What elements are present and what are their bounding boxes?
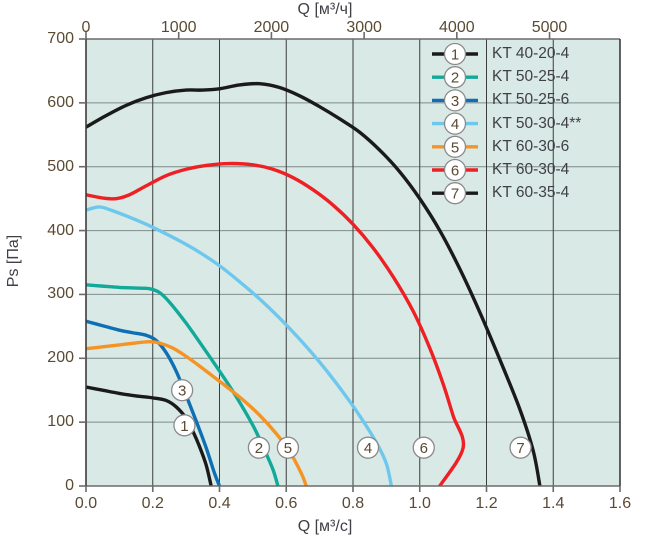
legend-label-7: KT 60-35-4 [492,184,570,202]
legend-label-5: KT 60-30-6 [492,137,570,155]
x-tick-label: 1.6 [608,495,632,512]
x-tick-label-top: 3000 [346,19,382,36]
series-layer [86,81,542,486]
y-tick-label: 500 [47,157,74,175]
legend-marker-label-4: 4 [451,116,459,133]
x-tick-label: 0.0 [74,495,98,512]
curve-marker-2 [247,436,271,459]
x-tick-label: 0.6 [275,495,298,512]
curve-marker-label-4: 4 [364,440,372,457]
y-tick-label: 100 [47,413,74,431]
y-tick-label: 700 [47,30,74,47]
x-tick-label: 1.0 [408,495,431,512]
curve-marker-label-7: 7 [516,440,524,457]
x-tick-label-top: 2000 [253,19,290,36]
curve-marker-label-2: 2 [255,440,263,457]
legend-label-4: KT 50-30-4** [492,114,582,132]
legend-label-1: KT 40-20-4 [492,45,570,62]
x-tick-label: 1.4 [542,495,565,512]
x-tick-label: 0.4 [208,495,231,512]
curve-marker-label-1: 1 [180,418,188,435]
legend-marker-6 [443,158,467,182]
x-tick-label-top: 0 [81,19,91,36]
y-tick-label: 600 [47,93,74,111]
legend-marker-label-1: 1 [451,47,459,64]
x-tick-label: 0.2 [141,495,164,512]
curve-marker-label-6: 6 [420,440,428,457]
y-tick-label: 300 [47,285,74,303]
series-curve-6 [86,161,466,486]
curve-marker-3 [170,379,194,402]
curve-marker-5 [276,436,300,459]
y-tick-label: 0 [65,477,74,494]
series-curve-3 [86,319,222,486]
top-axis-title: Q [м³/ч] [297,1,353,18]
legend-marker-label-7: 7 [451,186,459,203]
curve-marker-4 [356,436,380,459]
series-curve-4 [86,205,394,486]
x-tick-label: 1.2 [475,495,498,512]
x-tick-label-top: 5000 [531,19,568,36]
curve-marker-7 [509,436,532,459]
legend-marker-label-3: 3 [451,93,459,110]
curve-marker-1 [173,414,196,437]
series-curve-7 [86,81,542,486]
legend-marker-7 [443,182,467,205]
series-curve-5 [86,339,308,486]
legend-label-6: KT 60-30-4 [492,161,570,178]
x-tick-label: 0.8 [341,495,365,512]
curve-marker-label-5: 5 [284,440,292,457]
legend-marker-2 [443,66,467,89]
x-tick-label-top: 1000 [160,19,197,36]
curve-marker-6 [412,436,435,459]
legend-label-2: KT 50-25-4 [492,68,570,86]
legend-marker-label-6: 6 [451,163,459,180]
bottom-axis-title: Q [м³/с] [297,518,353,535]
legend-marker-label-2: 2 [451,70,459,87]
y-tick-label: 400 [47,221,74,239]
curve-marker-label-3: 3 [178,383,186,400]
legend-marker-label-5: 5 [451,139,459,156]
legend-marker-4 [443,112,467,135]
x-tick-label-top: 4000 [439,19,475,36]
series-curve-1 [86,385,213,486]
y-tick-label: 200 [47,349,74,367]
legend-label-3: KT 50-25-6 [492,91,570,109]
legend-marker-3 [443,89,467,112]
legend-marker-1 [443,42,467,66]
legend-marker-5 [443,135,467,158]
